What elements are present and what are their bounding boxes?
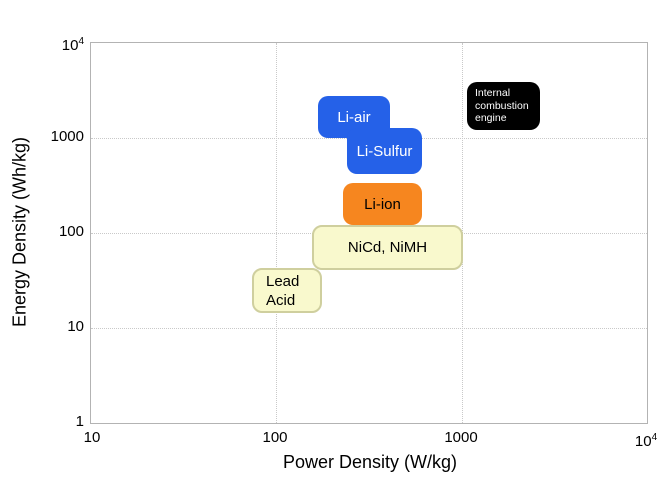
x-axis-title: Power Density (W/kg) bbox=[282, 452, 458, 472]
region-li-sulfur-label: Li-Sulfur bbox=[356, 142, 413, 160]
y-tick-base: 1 bbox=[75, 413, 84, 430]
y-tick-1000: 1000 bbox=[0, 128, 84, 146]
region-li-air-label: Li-air bbox=[337, 108, 371, 126]
y-tick-100: 100 bbox=[0, 223, 84, 241]
y-tick-base: 10 bbox=[61, 37, 79, 54]
region-lead-acid-label-line1: Lead bbox=[266, 272, 300, 290]
y-tick-base: 100 bbox=[58, 223, 84, 240]
y-tick-base: 10 bbox=[67, 318, 84, 335]
y-tick-1: 1 bbox=[0, 413, 84, 431]
x-tick-base: 100 bbox=[262, 429, 288, 446]
x-tick-exp: 4 bbox=[651, 432, 658, 443]
region-ice-label-line1: Internal bbox=[475, 87, 511, 100]
region-nicd-nimh: NiCd, NiMH bbox=[312, 225, 463, 270]
y-tick-base: 1000 bbox=[50, 128, 84, 145]
x-tick-1000: 1000 bbox=[444, 428, 477, 448]
y-tick-10: 10 bbox=[0, 318, 84, 336]
x-tick-100: 100 bbox=[262, 428, 287, 448]
gridline-y-10 bbox=[91, 328, 647, 329]
region-lead-acid-label-line2: Acid bbox=[266, 291, 296, 309]
region-li-sulfur: Li-Sulfur bbox=[347, 128, 422, 174]
region-li-ion: Li-ion bbox=[343, 183, 422, 225]
region-li-ion-label: Li-ion bbox=[364, 195, 401, 213]
region-ice-label-line3: engine bbox=[475, 112, 507, 125]
y-tick-10e4: 104 bbox=[0, 33, 84, 54]
x-tick-base: 10 bbox=[83, 429, 101, 446]
region-internal-combustion-engine: Internal combustion engine bbox=[467, 82, 540, 130]
x-tick-10e4: 104 bbox=[634, 428, 658, 450]
y-tick-exp: 4 bbox=[78, 36, 84, 47]
x-tick-base: 10 bbox=[634, 433, 652, 450]
region-ice-label-line2: combustion bbox=[475, 99, 529, 112]
region-lead-acid: Lead Acid bbox=[252, 268, 322, 313]
x-tick-base: 1000 bbox=[444, 429, 478, 446]
region-nicd-nimh-label: NiCd, NiMH bbox=[347, 239, 428, 256]
x-tick-10: 10 bbox=[84, 428, 101, 448]
